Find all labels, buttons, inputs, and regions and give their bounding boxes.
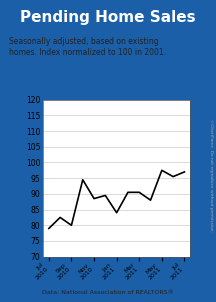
- Text: Seasonally adjusted, based on existing
homes. Index normalized to 100 in 2001.: Seasonally adjusted, based on existing h…: [8, 37, 165, 57]
- Text: Pending Home Sales: Pending Home Sales: [20, 10, 196, 25]
- Text: Data: National Association of REALTORS®: Data: National Association of REALTORS®: [42, 290, 174, 295]
- Text: ©ChartForce  Do not reproduce without permission.: ©ChartForce Do not reproduce without per…: [209, 119, 213, 232]
